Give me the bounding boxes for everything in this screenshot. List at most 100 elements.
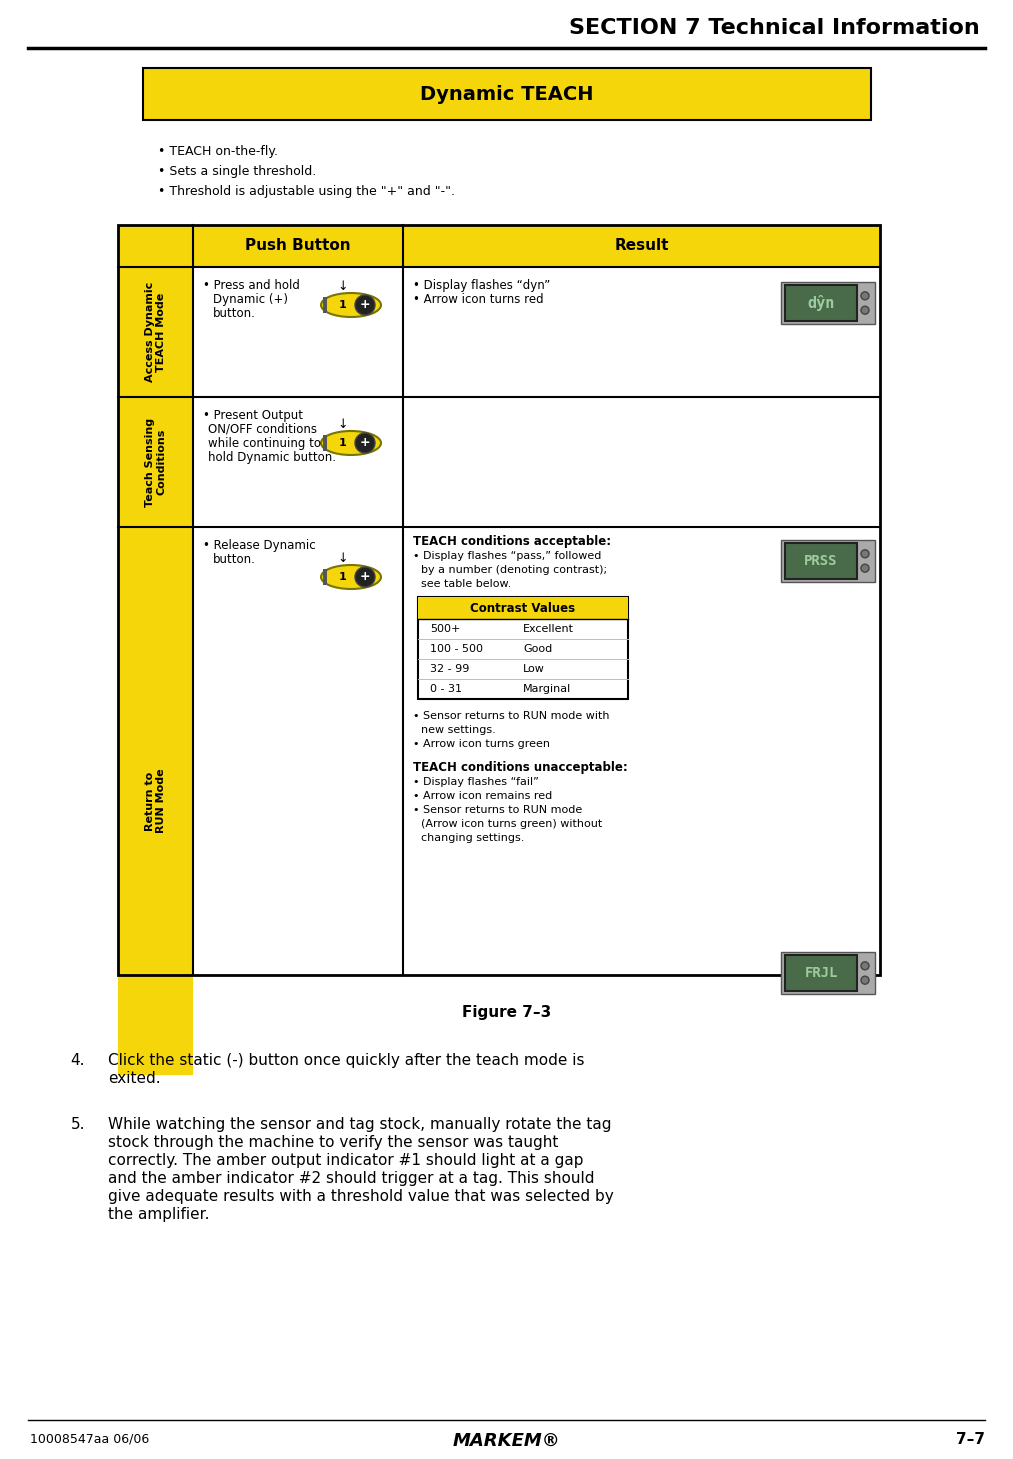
Text: dŷn: dŷn <box>807 295 835 311</box>
Text: • Arrow icon turns red: • Arrow icon turns red <box>413 293 544 306</box>
Bar <box>323 298 327 314</box>
Text: +: + <box>360 436 371 449</box>
Text: • Arrow icon turns green: • Arrow icon turns green <box>413 740 550 748</box>
Text: • Threshold is adjustable using the "+" and "-".: • Threshold is adjustable using the "+" … <box>158 185 455 198</box>
Ellipse shape <box>321 293 381 317</box>
Text: • Present Output: • Present Output <box>203 409 303 422</box>
Text: • Arrow icon remains red: • Arrow icon remains red <box>413 791 552 801</box>
Text: 500+: 500+ <box>430 624 460 635</box>
Text: give adequate results with a threshold value that was selected by: give adequate results with a threshold v… <box>108 1189 614 1204</box>
Text: Dynamic TEACH: Dynamic TEACH <box>420 85 594 104</box>
Text: Push Button: Push Button <box>245 238 350 254</box>
Text: Contrast Values: Contrast Values <box>470 601 575 614</box>
Bar <box>785 285 857 321</box>
Bar <box>118 397 193 527</box>
Bar <box>143 69 871 120</box>
Text: • Sensor returns to RUN mode with: • Sensor returns to RUN mode with <box>413 711 610 721</box>
Text: • Display flashes “dyn”: • Display flashes “dyn” <box>413 279 550 292</box>
Text: • Display flashes “pass,” followed: • Display flashes “pass,” followed <box>413 552 602 562</box>
Text: Good: Good <box>523 643 552 654</box>
Text: While watching the sensor and tag stock, manually rotate the tag: While watching the sensor and tag stock,… <box>108 1118 612 1132</box>
Text: Result: Result <box>614 238 669 254</box>
Text: Dynamic (+): Dynamic (+) <box>213 293 288 306</box>
Text: ↓: ↓ <box>337 553 348 566</box>
Text: • TEACH on-the-fly.: • TEACH on-the-fly. <box>158 144 278 158</box>
Text: ON/OFF conditions: ON/OFF conditions <box>208 423 317 436</box>
Text: Click the static (-) button once quickly after the teach mode is: Click the static (-) button once quickly… <box>108 1053 585 1068</box>
Ellipse shape <box>321 565 381 589</box>
Ellipse shape <box>355 295 375 315</box>
Ellipse shape <box>861 961 869 970</box>
Text: +: + <box>360 299 371 312</box>
Bar <box>781 282 875 324</box>
Text: FRJL: FRJL <box>804 966 838 980</box>
Text: while continuing to: while continuing to <box>208 438 321 449</box>
Ellipse shape <box>861 306 869 314</box>
Text: Low: Low <box>523 664 545 674</box>
Bar <box>193 267 403 397</box>
Bar <box>323 569 327 585</box>
Text: changing settings.: changing settings. <box>421 833 525 843</box>
Text: correctly. The amber output indicator #1 should light at a gap: correctly. The amber output indicator #1… <box>108 1153 583 1169</box>
Text: ↓: ↓ <box>337 280 348 293</box>
Ellipse shape <box>861 976 869 985</box>
Bar <box>785 956 857 991</box>
Text: button.: button. <box>213 306 256 320</box>
Text: 32 - 99: 32 - 99 <box>430 664 469 674</box>
Text: 0 - 31: 0 - 31 <box>430 684 462 694</box>
Text: 7–7: 7–7 <box>956 1431 985 1447</box>
Text: 5.: 5. <box>71 1118 85 1132</box>
Bar <box>785 543 857 579</box>
Bar <box>781 540 875 582</box>
Text: Excellent: Excellent <box>523 624 574 635</box>
Text: MARKEM®: MARKEM® <box>453 1431 560 1450</box>
Text: SECTION 7 Technical Information: SECTION 7 Technical Information <box>569 18 980 38</box>
Bar <box>323 435 327 451</box>
Text: 4.: 4. <box>71 1053 85 1068</box>
Bar <box>118 267 193 397</box>
Ellipse shape <box>861 550 869 557</box>
Bar <box>118 225 880 975</box>
Bar <box>418 597 628 699</box>
Text: TEACH conditions unacceptable:: TEACH conditions unacceptable: <box>413 762 628 775</box>
Text: • Sets a single threshold.: • Sets a single threshold. <box>158 165 316 178</box>
Text: 10008547aa 06/06: 10008547aa 06/06 <box>30 1431 149 1444</box>
Bar <box>781 953 875 994</box>
Bar <box>193 527 403 1075</box>
Text: +: + <box>360 570 371 584</box>
Text: • Display flashes “fail”: • Display flashes “fail” <box>413 778 539 786</box>
Text: 1: 1 <box>339 301 346 309</box>
Text: PRSS: PRSS <box>804 554 838 568</box>
Text: new settings.: new settings. <box>421 725 495 735</box>
Text: Teach Sensing
Conditions: Teach Sensing Conditions <box>145 417 166 506</box>
Ellipse shape <box>355 568 375 587</box>
Bar <box>118 225 880 267</box>
Text: exited.: exited. <box>108 1071 161 1085</box>
Text: Access Dynamic
TEACH Mode: Access Dynamic TEACH Mode <box>145 282 166 382</box>
Text: button.: button. <box>213 553 256 566</box>
Text: the amplifier.: the amplifier. <box>108 1207 210 1223</box>
Bar <box>418 597 628 619</box>
Text: Figure 7–3: Figure 7–3 <box>462 1005 551 1020</box>
Bar <box>118 527 193 1075</box>
Text: 1: 1 <box>339 438 346 448</box>
Text: • Press and hold: • Press and hold <box>203 279 300 292</box>
Text: 1: 1 <box>339 572 346 582</box>
Ellipse shape <box>355 433 375 452</box>
Bar <box>403 267 880 397</box>
Text: • Sensor returns to RUN mode: • Sensor returns to RUN mode <box>413 805 582 816</box>
Text: Return to
RUN Mode: Return to RUN Mode <box>145 769 166 833</box>
Ellipse shape <box>861 565 869 572</box>
Text: hold Dynamic button.: hold Dynamic button. <box>208 451 336 464</box>
Ellipse shape <box>861 292 869 299</box>
Text: • Release Dynamic: • Release Dynamic <box>203 538 316 552</box>
Bar <box>193 397 403 527</box>
Text: ↓: ↓ <box>337 419 348 432</box>
Bar <box>403 397 880 527</box>
Text: stock through the machine to verify the sensor was taught: stock through the machine to verify the … <box>108 1135 558 1150</box>
Text: and the amber indicator #2 should trigger at a tag. This should: and the amber indicator #2 should trigge… <box>108 1172 595 1186</box>
Text: by a number (denoting contrast);: by a number (denoting contrast); <box>421 565 607 575</box>
Text: 100 - 500: 100 - 500 <box>430 643 483 654</box>
Text: TEACH conditions acceptable:: TEACH conditions acceptable: <box>413 535 611 549</box>
Text: (Arrow icon turns green) without: (Arrow icon turns green) without <box>421 818 603 829</box>
